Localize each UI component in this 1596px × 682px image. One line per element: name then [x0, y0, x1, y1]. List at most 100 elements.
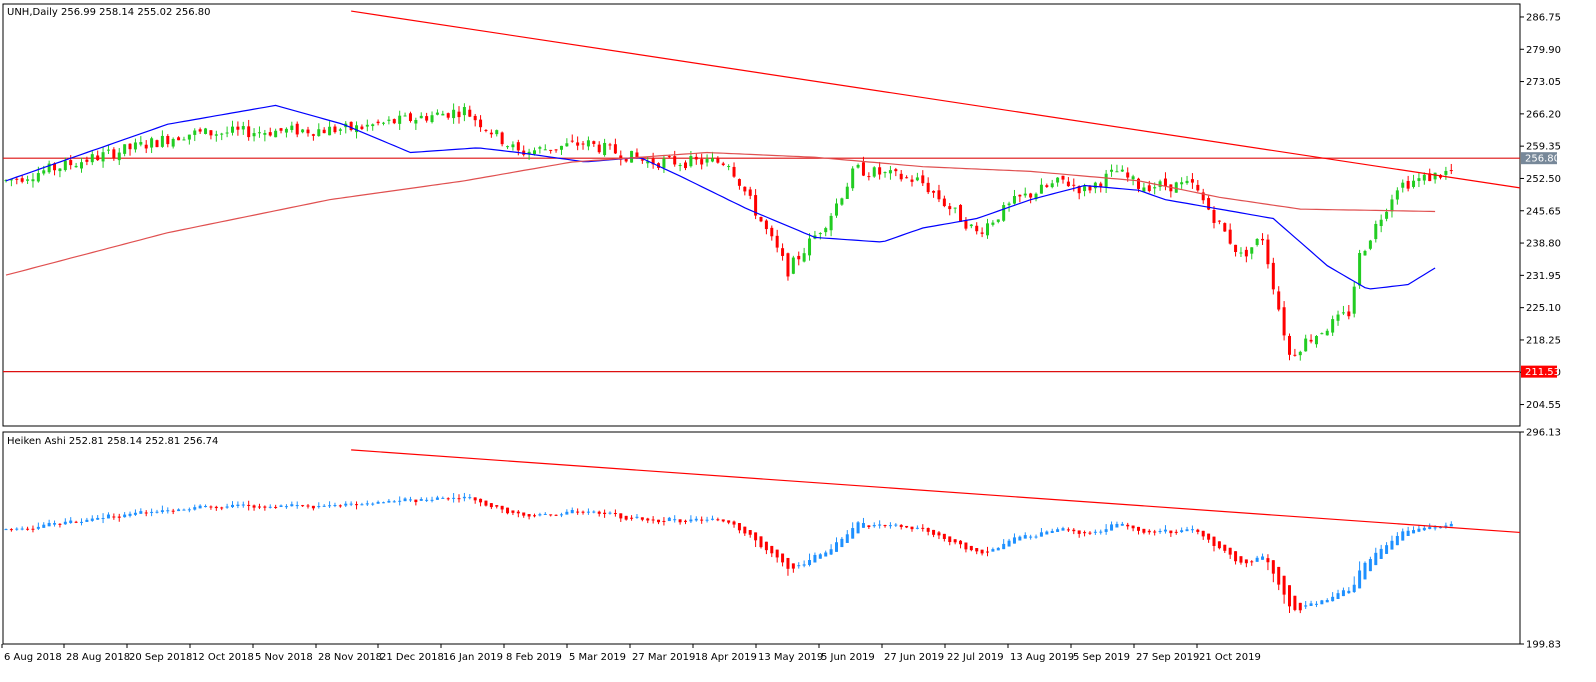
- ha-candle-body: [349, 503, 353, 505]
- ha-candle-body: [856, 522, 860, 534]
- ha-candle-body: [1180, 530, 1184, 533]
- ha-candle-body: [9, 529, 13, 531]
- candle-body: [1358, 253, 1362, 286]
- candle-body: [1298, 351, 1302, 356]
- ha-candle-body: [732, 521, 736, 525]
- ha-candle-body: [47, 522, 51, 527]
- candle-body: [1390, 199, 1394, 212]
- ha-candle-body: [355, 504, 359, 506]
- candle-body: [376, 121, 380, 124]
- candle-body: [468, 109, 472, 117]
- candle-body: [975, 225, 979, 232]
- ha-candle-body: [845, 534, 849, 543]
- ha-candle-body: [770, 545, 774, 554]
- candle-body: [1045, 185, 1049, 187]
- candle-body: [257, 132, 261, 134]
- candle-body: [867, 176, 871, 178]
- ha-candle-body: [1379, 548, 1383, 559]
- ha-candle-body: [204, 505, 208, 508]
- candle-body: [716, 158, 720, 163]
- candle-body: [1368, 240, 1372, 249]
- candle-body: [845, 186, 849, 199]
- candle-body: [1417, 178, 1421, 181]
- candle-body: [1331, 319, 1335, 333]
- ha-candle-body: [317, 506, 321, 508]
- candle-body: [1196, 184, 1200, 191]
- candle-body: [1126, 172, 1130, 178]
- x-tick-label: 27 Sep 2019: [1136, 652, 1199, 663]
- ha-candle-body: [1449, 523, 1453, 527]
- ha-candle-body: [231, 504, 234, 508]
- ha-candle-body: [160, 510, 164, 513]
- candle-body: [1217, 220, 1221, 222]
- candle-body: [570, 140, 574, 142]
- main-pane-header: UNH,Daily 256.99 258.14 255.02 256.80: [7, 7, 210, 18]
- candle-body: [425, 116, 429, 121]
- candle-body: [446, 113, 450, 118]
- candle-body: [1234, 244, 1238, 253]
- candle-body: [921, 175, 925, 184]
- ha-candle-body: [1266, 558, 1270, 563]
- ha-candle-body: [1034, 536, 1038, 538]
- ha-candle-body: [684, 520, 687, 522]
- ha-candle-body: [937, 532, 941, 536]
- ha-candle-body: [651, 519, 655, 521]
- ha-candle-body: [1023, 535, 1027, 539]
- candle-body: [721, 163, 725, 166]
- candle-body: [1314, 336, 1318, 345]
- ha-candle-body: [1320, 600, 1324, 605]
- candle-body: [1261, 238, 1265, 241]
- candle-body: [899, 173, 903, 180]
- ha-candle-body: [624, 515, 628, 520]
- candle-body: [1163, 178, 1167, 187]
- x-tick-label: 21 Dec 2018: [380, 652, 444, 663]
- ha-candle-body: [673, 519, 677, 521]
- candle-body: [786, 253, 790, 277]
- candle-body: [263, 133, 267, 135]
- candle-body: [279, 128, 283, 131]
- candle-body: [1336, 314, 1340, 321]
- candle-body: [1153, 187, 1157, 189]
- candle-body: [1007, 203, 1011, 206]
- ha-candle-body: [538, 514, 542, 516]
- candle-body: [58, 168, 62, 172]
- ha-candle-body: [1282, 575, 1286, 595]
- candle-body: [872, 167, 876, 177]
- ha-candle-body: [344, 503, 348, 506]
- ha-candle-body: [1126, 524, 1130, 527]
- ha-candle-body: [371, 503, 375, 505]
- y-tick-label: 252.50: [1526, 174, 1561, 185]
- ha-candle-body: [813, 554, 817, 563]
- ha-candle-body: [31, 528, 35, 530]
- ha-candle-body: [1147, 530, 1151, 533]
- ha-candle-body: [1012, 537, 1016, 544]
- candle-body: [1223, 223, 1227, 232]
- ha-candle-body: [220, 507, 224, 509]
- ha-candle-body: [559, 514, 563, 516]
- ha-candle-body: [969, 545, 973, 551]
- candle-body: [797, 255, 801, 260]
- candle-body: [1352, 286, 1356, 314]
- candle-body: [171, 138, 175, 147]
- y-tick-label: 199.83: [1526, 640, 1561, 651]
- ha-candle-body: [106, 514, 110, 519]
- ha-candle-body: [964, 542, 968, 550]
- ha-candle-body: [257, 506, 261, 508]
- ha-candle-body: [511, 510, 515, 513]
- candle-body: [1401, 182, 1405, 188]
- ha-candle-body: [1223, 544, 1227, 551]
- ha-candle-body: [479, 498, 483, 503]
- ha-candle-body: [446, 498, 450, 500]
- candle-body: [144, 144, 148, 149]
- candle-body: [1083, 186, 1087, 192]
- candle-body: [883, 172, 887, 174]
- candle-body: [754, 195, 758, 216]
- ha-candle-body: [1029, 536, 1033, 538]
- ha-candle-body: [1401, 531, 1405, 541]
- candle-body: [1115, 171, 1119, 173]
- candle-body: [818, 233, 822, 235]
- ha-candle-body: [1190, 529, 1194, 531]
- ha-candle-body: [26, 528, 30, 530]
- candle-body: [727, 166, 731, 168]
